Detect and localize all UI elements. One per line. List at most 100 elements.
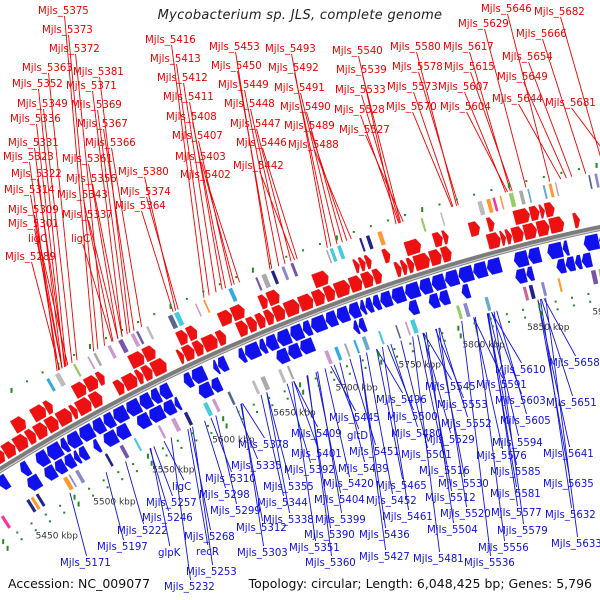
cog-category-bar: [174, 311, 185, 327]
forward-callout-line: [306, 111, 343, 243]
inner-tick-dot: [425, 337, 428, 340]
outer-tick-dot: [26, 380, 29, 383]
outer-tick-dot: [285, 255, 288, 258]
feature-label: Mjls_5222: [117, 526, 168, 537]
reverse-callout-line: [192, 426, 213, 566]
reverse-callout-line: [266, 392, 290, 514]
feature-label: Mjls_5666: [516, 29, 567, 40]
forward-gene-arrow: [322, 285, 336, 303]
cog-category-bar: [404, 321, 411, 336]
cog-category-bar: [118, 338, 129, 354]
reverse-gene-arrow: [103, 411, 118, 429]
outer-tick-dot: [73, 353, 76, 356]
forward-gene-arrow: [31, 422, 48, 441]
feature-label: Mjls_5390: [304, 530, 355, 541]
reverse-callout-line: [540, 299, 572, 509]
forward-callout-line: [262, 147, 298, 260]
outer-tick-dot: [202, 290, 205, 293]
reverse-callout-line: [387, 344, 414, 411]
reverse-gene-arrow: [574, 254, 583, 270]
reverse-gene-arrow: [473, 261, 489, 279]
reverse-callout-line: [400, 340, 428, 449]
forward-gene-arrow: [200, 333, 218, 353]
forward-gene-arrow: [141, 345, 156, 363]
feature-label: Mjls_5461: [382, 512, 433, 523]
inner-tick-dot: [364, 366, 367, 369]
reverse-gene-arrow: [445, 269, 461, 287]
cog-category-bar: [588, 174, 593, 190]
reverse-callout-line: [422, 333, 451, 434]
forward-gene-arrow: [412, 252, 430, 272]
forward-callout-line: [92, 183, 123, 337]
forward-callout-line: [83, 199, 114, 342]
inner-tick-dot: [377, 352, 380, 358]
cog-category-bar: [130, 332, 141, 348]
cog-category-bar: [353, 339, 361, 354]
inner-tick-dot: [393, 348, 396, 351]
reverse-callout-line: [69, 492, 87, 557]
reverse-gene-arrow: [408, 299, 421, 316]
inner-tick-dot: [286, 397, 289, 400]
feature-label: Mjls_5536: [464, 558, 515, 569]
reverse-gene-arrow: [311, 314, 329, 333]
feature-label: Mjls_5246: [142, 513, 193, 524]
reverse-callout-line: [540, 298, 573, 397]
feature-label: Mjls_5615: [444, 62, 495, 73]
forward-gene-arrow: [175, 349, 185, 365]
feature-label: Mjls_5635: [543, 479, 594, 490]
cog-category-bar: [395, 325, 402, 339]
reverse-gene-arrow: [348, 301, 363, 319]
reverse-gene-arrow: [54, 458, 69, 475]
forward-gene-arrow: [572, 212, 581, 229]
cog-category-bar: [157, 425, 167, 439]
inner-tick-dot: [491, 325, 494, 328]
forward-callout-line: [523, 81, 567, 179]
feature-label: Mjls_5331: [8, 138, 59, 149]
cog-category-bar: [107, 344, 117, 359]
cog-category-bar: [286, 365, 295, 380]
reverse-gene-arrow: [581, 252, 594, 268]
reverse-callout-line: [125, 461, 144, 525]
map-title: Mycobacterium sp. JLS, complete genome: [157, 8, 443, 23]
inner-tick-dot: [92, 494, 95, 497]
feature-label: Mjls_5520: [440, 509, 491, 520]
feature-label: Mjls_5649: [497, 72, 548, 83]
cog-category-bar: [93, 352, 103, 367]
forward-callout-line: [171, 44, 205, 298]
forward-gene-arrow: [399, 259, 408, 276]
feature-label: Mjls_5309: [8, 205, 59, 216]
inner-tick-dot: [589, 300, 592, 303]
outer-tick-dot: [421, 207, 424, 213]
forward-gene-arrow: [265, 289, 280, 307]
inner-tick-dot: [165, 454, 168, 457]
forward-callout-line: [82, 243, 113, 342]
forward-callout-line: [64, 15, 95, 352]
reverse-gene-arrow: [136, 411, 153, 430]
feature-label: Mjls_5682: [534, 7, 585, 18]
forward-gene-arrow: [42, 400, 54, 415]
forward-callout-line: [416, 51, 458, 206]
inner-tick-dot: [489, 317, 492, 320]
scale-tick-label: 5550 kbp: [152, 465, 195, 475]
feature-label: Mjls_5355: [263, 482, 314, 493]
feature-label: Mjls_5373: [42, 25, 93, 36]
inner-tick-dot: [411, 350, 414, 353]
inner-tick-dot: [538, 303, 541, 309]
feature-label: Mjls_5420: [323, 479, 374, 490]
forward-callout-line: [365, 134, 404, 222]
feature-label: Mjls_5310: [205, 474, 256, 485]
feature-label: Mjls_5453: [209, 42, 260, 53]
feature-label: Mjls_5681: [545, 98, 596, 109]
reverse-gene-arrow: [266, 333, 280, 352]
forward-gene-arrow: [467, 221, 481, 238]
reverse-callout-line: [474, 316, 505, 542]
feature-label: Mjls_5303: [237, 548, 288, 559]
feature-label: ligC: [28, 234, 47, 245]
forward-gene-arrow: [311, 270, 329, 289]
feature-label: Mjls_5381: [73, 67, 124, 78]
feature-label: Mjls_5407: [172, 131, 223, 142]
inner-tick-dot: [88, 487, 91, 490]
outer-tick-dot: [89, 344, 92, 350]
cog-category-bar: [329, 247, 338, 263]
